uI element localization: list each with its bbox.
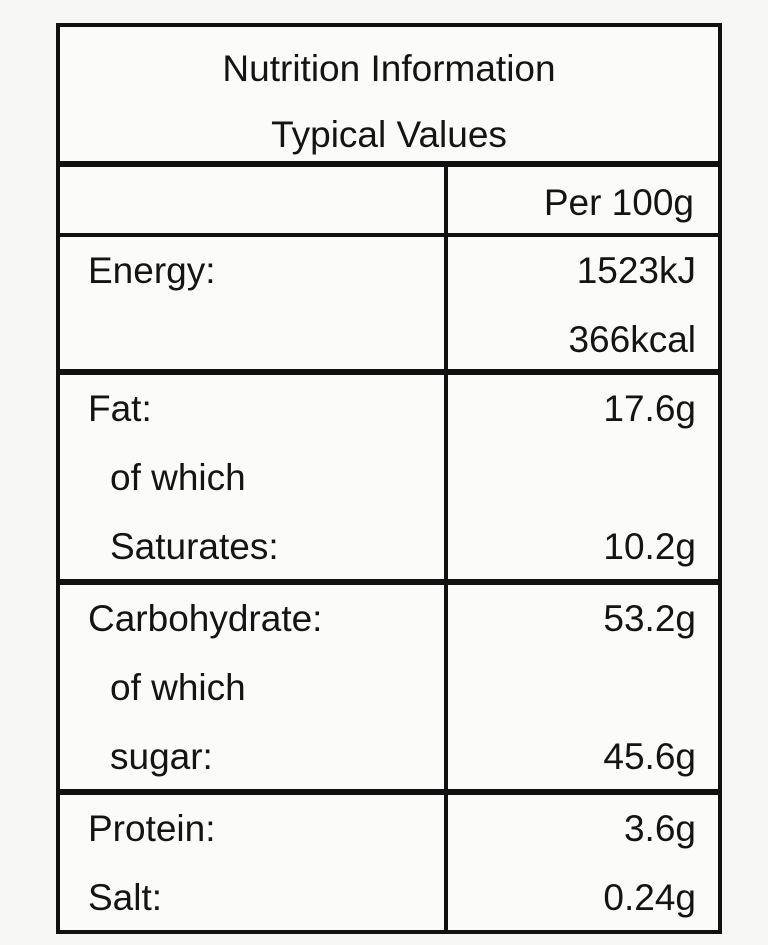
nutrient-label: Fat:: [88, 388, 152, 429]
value-cell: [444, 791, 722, 934]
label-cell: [56, 233, 448, 373]
header-box: Nutrition Information Typical Values: [56, 23, 722, 165]
header-blank-cell: [56, 163, 448, 237]
nutrient-label: of which: [110, 667, 246, 708]
nutrient-value: 17.6g: [603, 388, 696, 429]
nutrient-value: 45.6g: [603, 736, 696, 777]
nutrient-value: 1523kJ: [576, 250, 696, 291]
column-header-cell: Per 100g: [444, 163, 722, 237]
nutrient-value: 366kcal: [568, 319, 696, 360]
nutrient-value: 10.2g: [603, 526, 696, 567]
nutrient-value: 53.2g: [603, 598, 696, 639]
nutrient-label: sugar:: [110, 736, 213, 777]
title: Nutrition Information: [222, 48, 556, 89]
nutrient-label: Protein:: [88, 808, 216, 849]
nutrient-label: Saturates:: [110, 526, 279, 567]
nutrient-label: of which: [110, 457, 246, 498]
nutrient-label: Energy:: [88, 250, 216, 291]
nutrient-value: 3.6g: [623, 808, 696, 849]
nutrient-value: 0.24g: [603, 877, 696, 918]
label-cell: [56, 791, 448, 934]
column-header: Per 100g: [543, 182, 694, 223]
label-cell: [56, 371, 448, 583]
nutrient-label: Carbohydrate:: [88, 598, 323, 639]
subtitle: Typical Values: [271, 114, 507, 155]
nutrient-label: Salt:: [88, 877, 163, 918]
